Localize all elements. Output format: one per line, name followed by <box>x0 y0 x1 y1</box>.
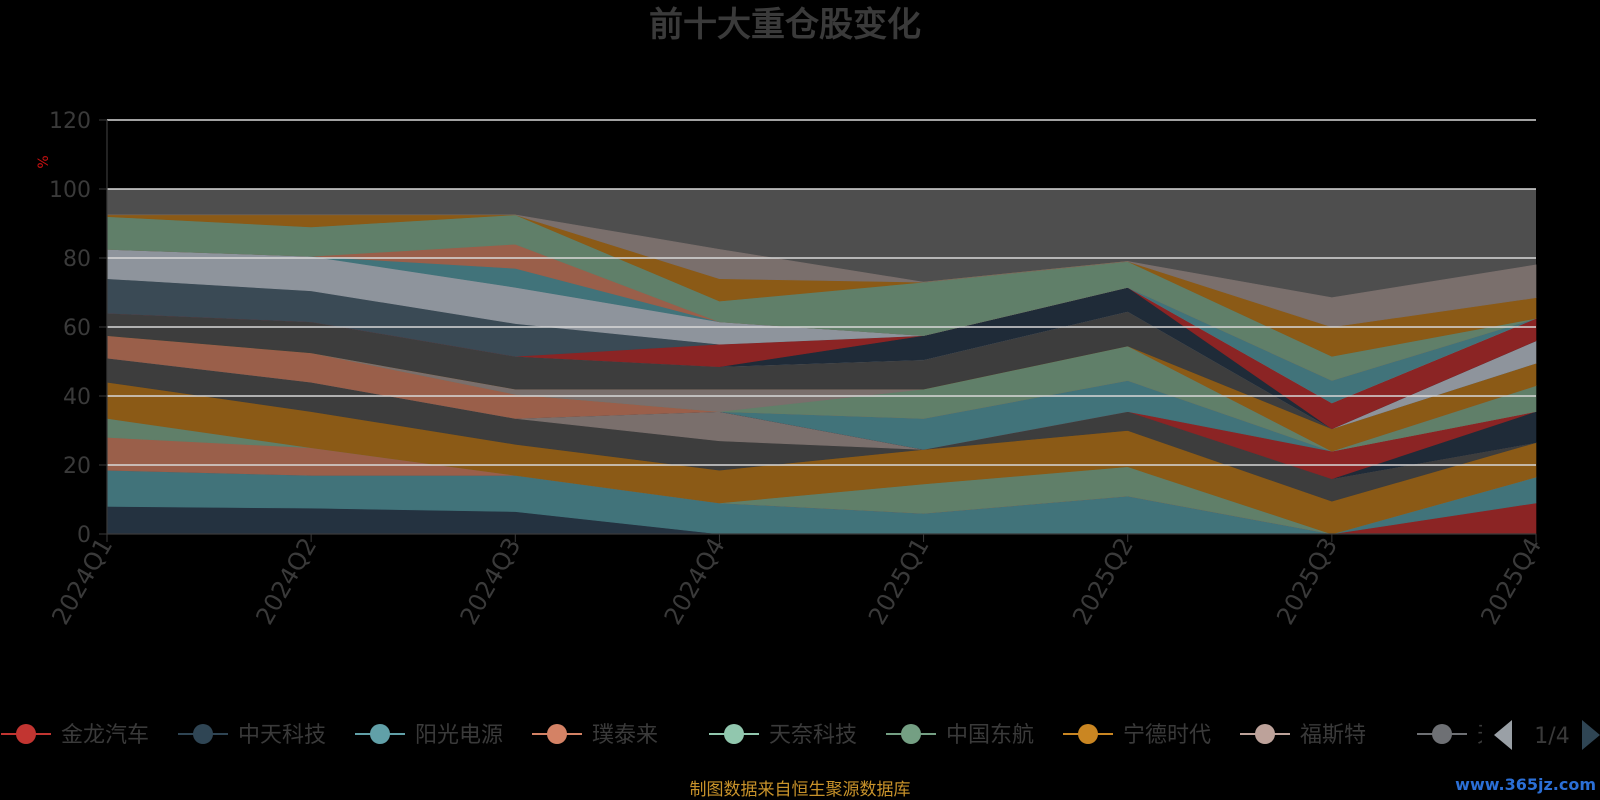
x-tick-label-5: 2025Q2 <box>1067 533 1139 629</box>
legend-marker <box>724 724 744 744</box>
legend-label: 天奈科技 <box>769 723 857 748</box>
legend-label: 天赐材料 <box>1477 723 1565 748</box>
y-tick-label-1: 20 <box>63 454 91 479</box>
legend-page-indicator: 1/4 <box>1534 724 1569 749</box>
y-tick-label-5: 100 <box>49 178 91 203</box>
legend-label: 中国东航 <box>946 723 1034 748</box>
y-tick-label-6: 120 <box>49 109 91 134</box>
legend-marker <box>901 724 921 744</box>
x-tick-label-4: 2025Q1 <box>863 533 935 629</box>
x-tick-label-2: 2024Q3 <box>455 533 527 629</box>
legend-marker <box>193 724 213 744</box>
legend-item-6[interactable]: 宁德时代 <box>1063 723 1211 748</box>
source-note: 制图数据来自恒生聚源数据库 <box>690 780 911 800</box>
legend-label: 福斯特 <box>1300 723 1366 748</box>
legend-item-7[interactable]: 福斯特 <box>1240 723 1366 748</box>
x-tick-label-3: 2024Q4 <box>659 533 731 629</box>
y-tick-label-3: 60 <box>63 316 91 341</box>
watermark: www.365jz.com <box>1455 775 1596 794</box>
legend-label: 金龙汽车 <box>61 723 149 748</box>
x-tick-label-6: 2025Q3 <box>1271 533 1343 629</box>
legend-prev-page-icon[interactable] <box>1494 720 1512 750</box>
legend-next-page-icon[interactable] <box>1582 720 1600 750</box>
legend-marker <box>16 724 36 744</box>
legend-item-5[interactable]: 中国东航 <box>886 723 1034 748</box>
y-tick-label-2: 40 <box>63 385 91 410</box>
chart-title: 前十大重仓股变化 <box>649 5 921 45</box>
y-axis-label: % <box>36 155 52 168</box>
legend-item-4[interactable]: 天奈科技 <box>709 723 857 748</box>
legend-item-8[interactable]: 天赐材料 <box>1417 723 1565 748</box>
legend-item-0[interactable]: 金龙汽车 <box>1 723 149 748</box>
legend-marker <box>1432 724 1452 744</box>
legend-label: 中天科技 <box>238 723 326 748</box>
legend-item-3[interactable]: 璞泰来 <box>532 723 658 748</box>
x-tick-label-7: 2025Q4 <box>1475 533 1547 629</box>
legend-marker <box>370 724 390 744</box>
legend-marker <box>1255 724 1275 744</box>
series-area-26 <box>107 214 1537 328</box>
legend-label: 璞泰来 <box>592 723 658 748</box>
legend-marker <box>1078 724 1098 744</box>
y-tick-label-4: 80 <box>63 247 91 272</box>
y-tick-label-0: 0 <box>77 523 91 548</box>
legend-label: 宁德时代 <box>1123 723 1211 748</box>
legend: 金龙汽车 中天科技 阳光电源 璞泰来 天奈科技 中国东航 宁德时代 福斯特 天赐材料 <box>1 723 1565 748</box>
legend-marker <box>547 724 567 744</box>
legend-label: 阳光电源 <box>415 723 503 748</box>
legend-item-2[interactable]: 阳光电源 <box>355 723 503 748</box>
legend-item-1[interactable]: 中天科技 <box>178 723 326 748</box>
x-tick-label-1: 2024Q2 <box>250 533 322 629</box>
